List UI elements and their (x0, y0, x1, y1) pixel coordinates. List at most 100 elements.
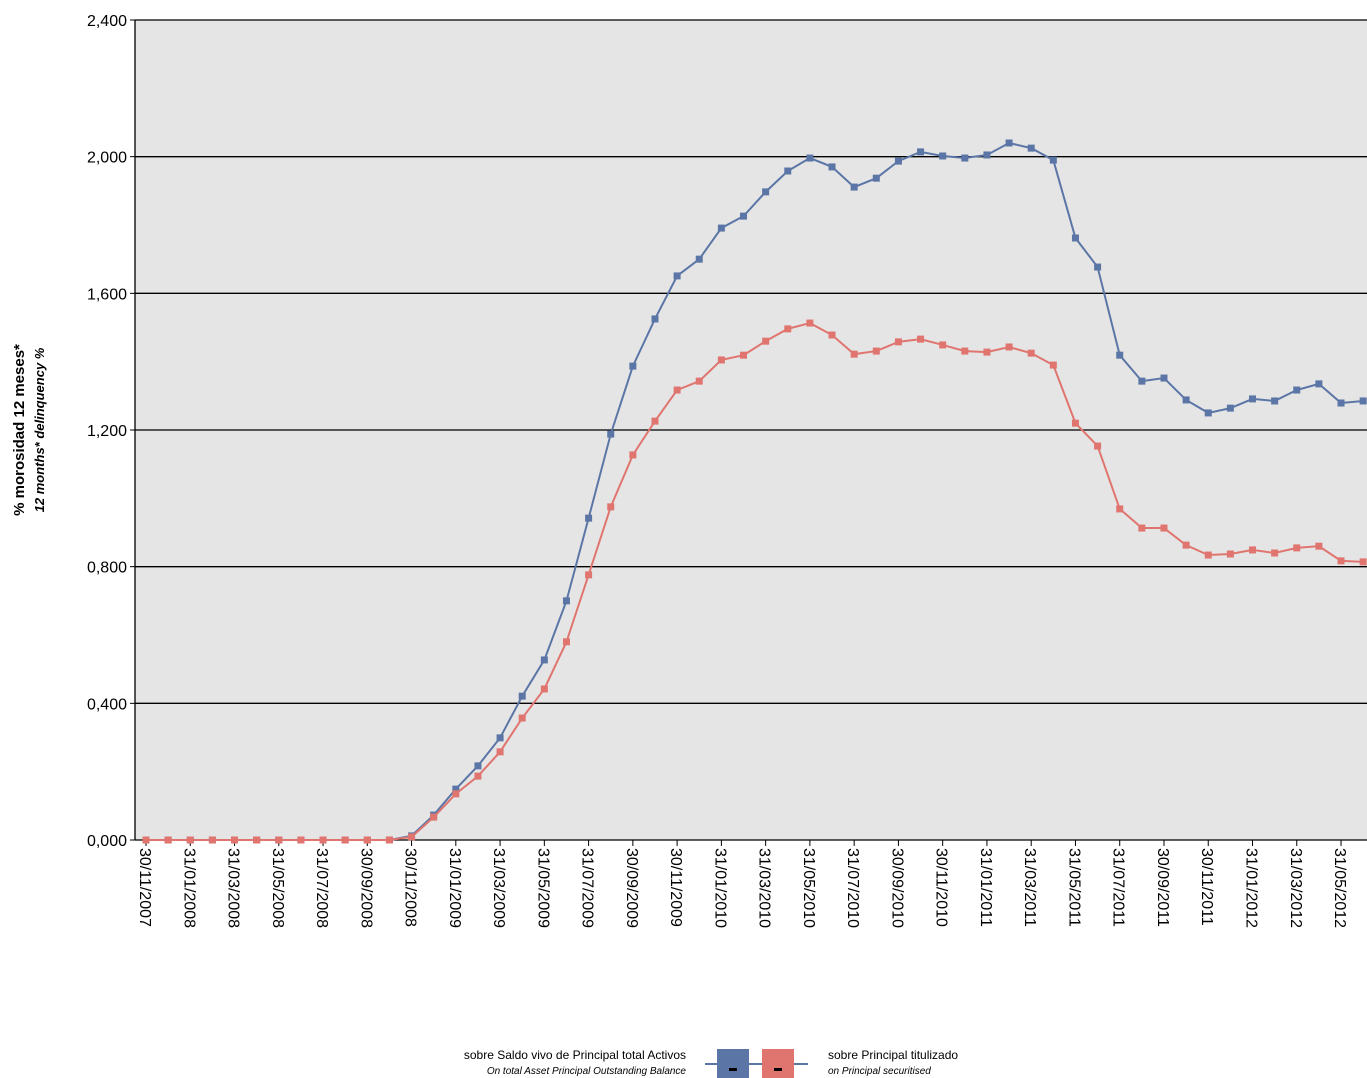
x-tick-label: 30/09/2011 (1154, 848, 1171, 927)
y-tick-label: 0,000 (87, 833, 127, 850)
x-tick-label: 31/01/2012 (1243, 848, 1260, 928)
x-tick-label: 30/11/2009 (667, 848, 684, 927)
point-marker (496, 748, 504, 756)
y-tick-label: 0,800 (87, 560, 127, 577)
point-marker (894, 338, 902, 346)
point-marker (961, 154, 969, 162)
x-tick-label: 31/01/2009 (446, 848, 463, 928)
point-marker (607, 430, 615, 438)
point-marker (518, 714, 526, 722)
point-marker (430, 813, 438, 821)
x-tick-label: 31/01/2011 (977, 848, 994, 927)
point-marker (673, 386, 681, 394)
point-marker (385, 836, 393, 844)
x-tick-label: 31/07/2010 (844, 848, 861, 928)
point-marker (1359, 397, 1367, 405)
x-tick-label: 31/05/2009 (534, 848, 551, 928)
legend-marker (729, 1068, 737, 1071)
point-marker (1204, 409, 1212, 417)
y-tick-label: 2,400 (87, 13, 127, 30)
point-marker (629, 362, 637, 370)
legend-label: sobre Saldo vivo de Principal total Acti… (464, 1048, 686, 1062)
point-marker (872, 174, 880, 182)
point-marker (1226, 404, 1234, 412)
point-marker (1182, 396, 1190, 404)
point-marker (1094, 263, 1102, 271)
x-tick-label: 30/09/2008 (357, 848, 374, 928)
legend-swatch (717, 1049, 749, 1078)
point-marker (740, 212, 748, 220)
x-tick-label: 30/09/2009 (623, 848, 640, 928)
point-marker (164, 836, 172, 844)
point-marker (540, 685, 548, 693)
point-marker (872, 347, 880, 355)
y-axis-title: % morosidad 12 meses* (11, 344, 28, 516)
point-marker (474, 762, 482, 770)
point-marker (1293, 544, 1301, 552)
x-tick-label: 30/11/2007 (136, 848, 153, 927)
point-marker (208, 836, 216, 844)
point-marker (1293, 386, 1301, 394)
point-marker (540, 656, 548, 664)
point-marker (784, 167, 792, 175)
legend-swatch (762, 1049, 794, 1078)
y-tick-label: 1,600 (87, 286, 127, 303)
x-tick-label: 31/03/2012 (1287, 848, 1304, 928)
x-tick-label: 31/05/2012 (1331, 848, 1348, 928)
x-tick-label: 31/05/2010 (800, 848, 817, 928)
x-tick-label: 31/03/2010 (756, 848, 773, 928)
point-marker (1337, 557, 1345, 565)
y-tick-label: 1,200 (87, 423, 127, 440)
point-marker (1138, 524, 1146, 532)
point-marker (1160, 374, 1168, 382)
point-marker (341, 836, 349, 844)
x-tick-label: 31/05/2011 (1065, 848, 1082, 927)
point-marker (740, 351, 748, 359)
point-marker (408, 833, 416, 841)
point-marker (319, 836, 327, 844)
point-marker (828, 163, 836, 171)
point-marker (518, 692, 526, 700)
point-marker (1315, 380, 1323, 388)
point-marker (651, 315, 659, 323)
point-marker (629, 451, 637, 459)
point-marker (762, 188, 770, 196)
point-marker (1271, 549, 1279, 557)
point-marker (939, 341, 947, 349)
point-marker (496, 734, 504, 742)
point-marker (784, 325, 792, 333)
point-marker (275, 836, 283, 844)
x-tick-label: 30/09/2010 (888, 848, 905, 928)
point-marker (762, 337, 770, 345)
point-marker (142, 836, 150, 844)
point-marker (806, 154, 814, 162)
legend-sublabel: on Principal securitised (828, 1066, 931, 1077)
point-marker (717, 356, 725, 364)
point-marker (939, 152, 947, 160)
point-marker (1027, 144, 1035, 152)
point-marker (363, 836, 371, 844)
point-marker (806, 319, 814, 327)
point-marker (651, 417, 659, 425)
point-marker (1337, 399, 1345, 407)
x-tick-label: 31/03/2008 (225, 848, 242, 928)
legend-sublabel: On total Asset Principal Outstanding Bal… (487, 1066, 687, 1077)
point-marker (1160, 524, 1168, 532)
point-marker (828, 331, 836, 339)
point-marker (562, 597, 570, 605)
point-marker (850, 350, 858, 358)
point-marker (1315, 542, 1323, 550)
point-marker (983, 348, 991, 356)
point-marker (1116, 351, 1124, 359)
point-marker (1049, 361, 1057, 369)
x-tick-label: 31/05/2008 (269, 848, 286, 928)
point-marker (1249, 395, 1256, 403)
x-tick-label: 31/07/2011 (1110, 848, 1127, 927)
point-marker (186, 836, 194, 844)
point-marker (562, 638, 570, 646)
point-marker (231, 836, 239, 844)
point-marker (961, 347, 969, 355)
x-tick-label: 30/11/2010 (933, 848, 950, 927)
x-tick-label: 31/07/2008 (313, 848, 330, 928)
